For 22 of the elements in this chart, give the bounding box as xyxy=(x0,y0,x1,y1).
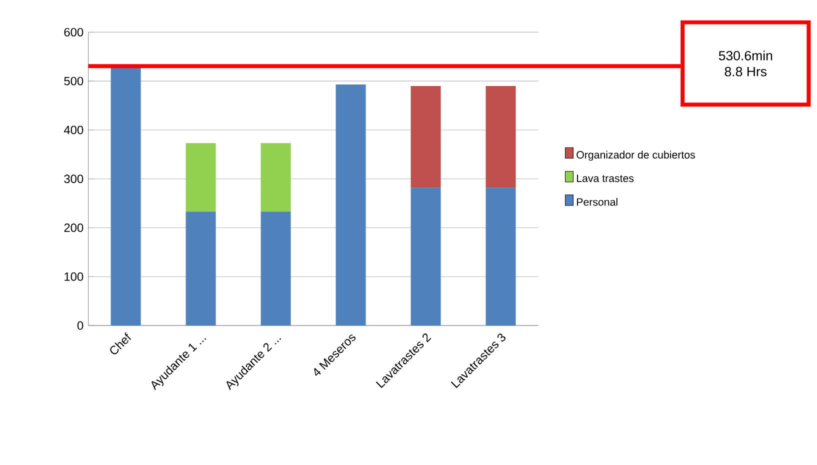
y-tick-label: 200 xyxy=(64,224,84,232)
text: 8.8 Hrs xyxy=(724,66,767,76)
y-tick-label: 500 xyxy=(64,76,84,86)
y-tick-label: 600 xyxy=(64,28,84,36)
bar xyxy=(410,86,441,188)
bar xyxy=(110,66,141,326)
legend-label: Personal xyxy=(577,198,618,206)
bar xyxy=(186,212,216,326)
bar xyxy=(336,84,366,326)
bar xyxy=(186,143,216,212)
y-tick-label: 0 xyxy=(77,321,84,330)
y-tick-label: 300 xyxy=(64,174,84,184)
legend-label: Organizador de cubiertos xyxy=(576,150,695,161)
bar xyxy=(486,86,516,188)
bar xyxy=(260,212,291,326)
ref-line-label: 530.6min xyxy=(718,50,772,60)
bar xyxy=(260,143,291,212)
y-tick-label: 100 xyxy=(64,272,84,281)
legend-label: Lava trastes xyxy=(577,174,634,182)
bar xyxy=(486,188,516,326)
bar xyxy=(410,188,441,326)
y-tick-label: 400 xyxy=(64,126,84,134)
